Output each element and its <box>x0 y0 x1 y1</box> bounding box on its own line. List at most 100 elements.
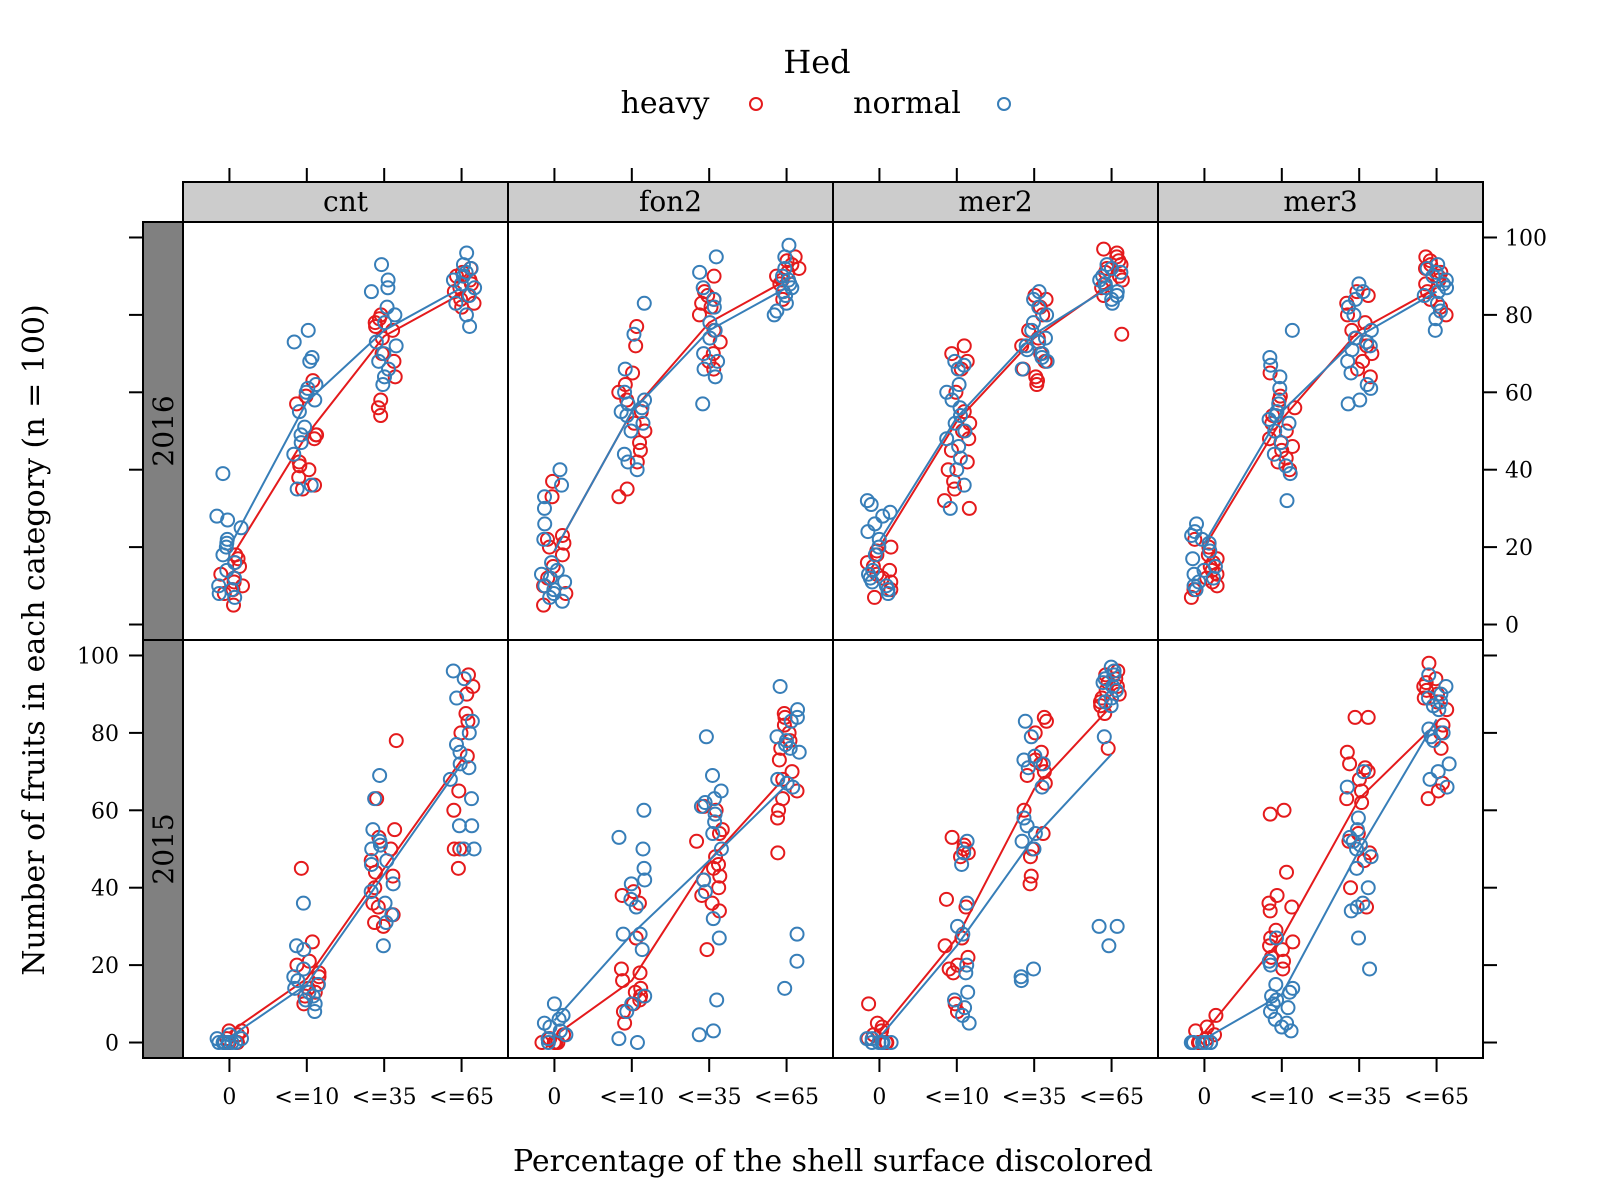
data-point <box>1360 880 1376 896</box>
x-tick-label: <=10 <box>924 1085 989 1110</box>
data-point <box>1039 307 1055 323</box>
x-tick-label: <=35 <box>352 1085 417 1110</box>
data-point <box>707 806 723 822</box>
data-point <box>215 466 231 482</box>
data-point <box>209 508 225 524</box>
data-point <box>1279 493 1295 509</box>
data-point <box>301 462 317 478</box>
data-point <box>778 733 794 749</box>
x-tick-label: <=35 <box>1327 1085 1392 1110</box>
data-point <box>1421 667 1437 683</box>
data-point <box>636 802 652 818</box>
data-point <box>882 562 898 578</box>
data-point <box>385 876 401 892</box>
data-point <box>1108 682 1124 698</box>
data-point <box>1283 1023 1299 1039</box>
data-point <box>372 833 388 849</box>
data-point <box>446 841 462 857</box>
y-tick-label-right: 20 <box>1505 536 1533 561</box>
data-point <box>629 319 645 334</box>
y-tick-label-left: 0 <box>105 1032 119 1057</box>
data-point <box>1339 779 1355 795</box>
data-point <box>296 961 312 977</box>
data-point <box>1355 895 1371 911</box>
data-point <box>616 446 632 462</box>
data-point <box>1359 899 1375 915</box>
outer-frame <box>142 221 1484 1059</box>
data-point <box>1103 260 1119 276</box>
data-point <box>955 926 971 942</box>
data-point <box>448 295 464 311</box>
data-point <box>704 895 720 911</box>
data-point <box>557 574 573 590</box>
data-point <box>286 446 302 462</box>
data-point <box>1282 466 1298 482</box>
x-tick-label: <=65 <box>1404 1085 1469 1110</box>
data-point <box>303 477 319 493</box>
mean-line-normal <box>878 753 1113 1039</box>
data-point <box>790 702 806 718</box>
data-point <box>628 899 644 915</box>
series-heavy <box>534 706 805 1051</box>
data-point <box>689 833 705 849</box>
data-point <box>1198 1035 1214 1051</box>
data-point <box>956 338 972 354</box>
data-point <box>1262 903 1278 919</box>
data-point <box>1425 698 1441 714</box>
data-point <box>706 361 722 377</box>
data-point <box>463 791 479 807</box>
row-strips: 2016 2015 <box>142 221 184 1059</box>
data-point <box>387 822 403 838</box>
y-tick-label-right: 100 <box>1505 226 1547 251</box>
data-point <box>693 798 709 814</box>
data-point <box>1202 543 1218 559</box>
data-point <box>554 477 570 493</box>
data-point <box>1352 837 1368 853</box>
data-point <box>1267 1011 1283 1027</box>
data-point <box>623 891 639 907</box>
data-point <box>1360 709 1376 725</box>
data-point <box>1427 322 1443 338</box>
data-point <box>551 1011 567 1027</box>
series-normal <box>209 245 483 605</box>
data-point <box>375 938 391 954</box>
data-point <box>289 396 305 412</box>
data-point <box>628 338 644 354</box>
data-point <box>1355 284 1371 300</box>
data-point <box>1430 783 1446 799</box>
mean-line-normal <box>1203 718 1438 1040</box>
data-point <box>1430 284 1446 300</box>
data-point <box>461 288 477 304</box>
data-point <box>376 369 392 385</box>
data-point <box>452 756 468 772</box>
data-point <box>1435 717 1451 733</box>
data-point <box>1273 435 1289 451</box>
y-axis-title: Number of fruits in each category (n = 1… <box>17 304 52 975</box>
data-point <box>1113 264 1129 280</box>
data-point <box>291 469 307 485</box>
data-point <box>1027 725 1043 741</box>
data-point <box>942 500 958 516</box>
data-point <box>1262 806 1278 822</box>
data-point <box>1272 369 1288 385</box>
data-point <box>368 334 384 350</box>
strip-label: cnt <box>323 185 369 218</box>
data-point <box>782 740 798 756</box>
x-tick-label: <=65 <box>429 1085 494 1110</box>
data-point <box>956 404 972 420</box>
y-tick-label-left: 100 <box>77 644 119 669</box>
data-point <box>464 713 480 729</box>
data-point <box>699 942 715 958</box>
data-point <box>1362 369 1378 385</box>
data-point <box>707 369 723 385</box>
data-point <box>705 346 721 362</box>
data-point <box>1207 558 1223 574</box>
data-point <box>1036 709 1052 725</box>
x-tick-label: <=35 <box>677 1085 742 1110</box>
data-point <box>696 346 712 362</box>
data-point <box>1266 446 1282 462</box>
data-point <box>871 531 887 547</box>
data-point <box>939 384 955 400</box>
column-strips: cnt fon2 mer2 mer3 <box>182 181 1484 223</box>
data-point <box>789 953 805 969</box>
